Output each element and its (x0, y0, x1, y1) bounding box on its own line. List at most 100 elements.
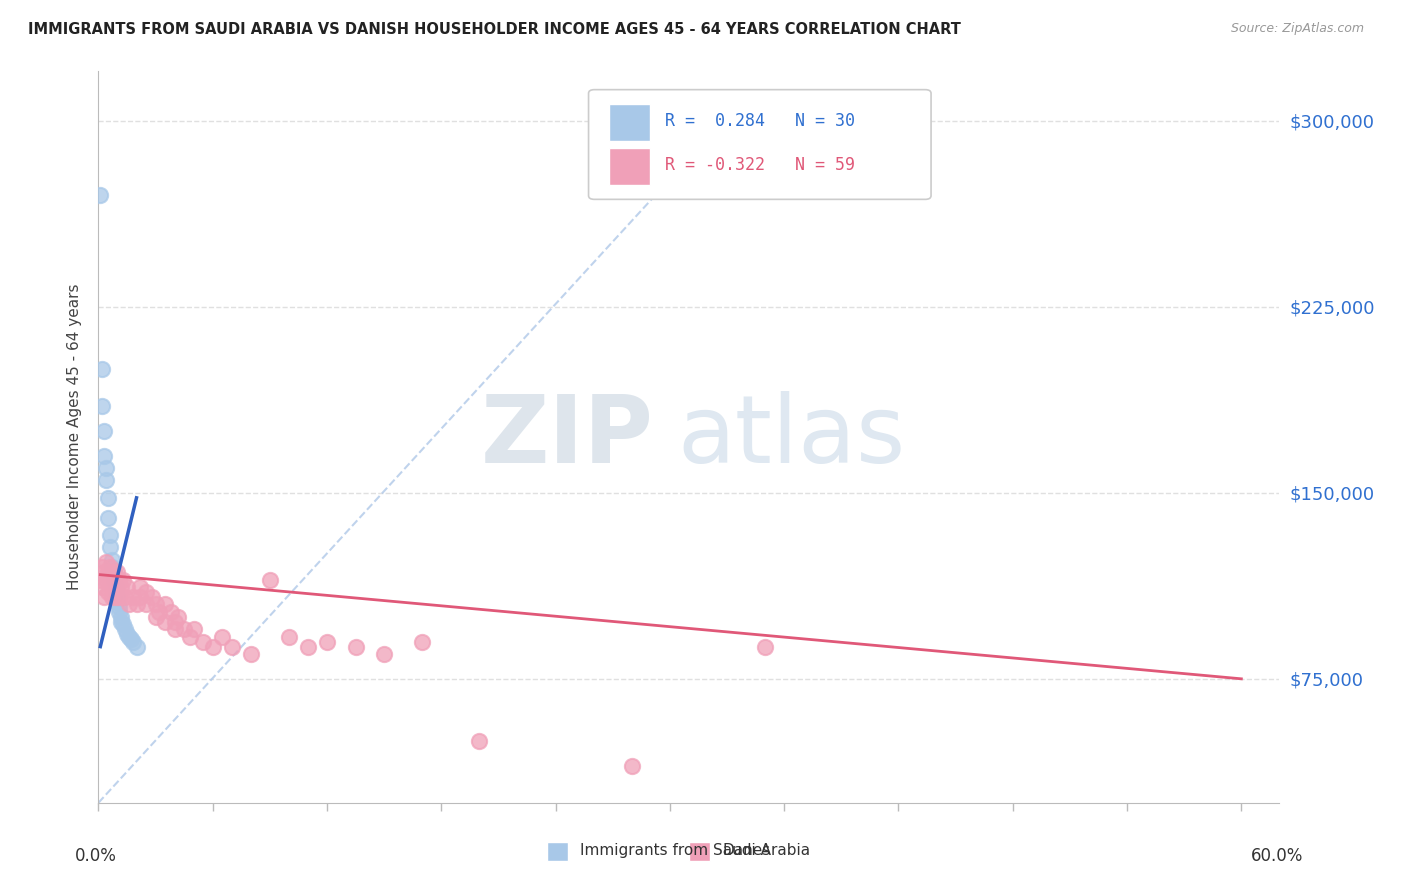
Point (121, 634, 143, 648)
Point (118, 598, 141, 612)
Point (148, 605, 170, 619)
Point (110, 580, 132, 594)
Point (98, 541, 121, 555)
Text: Immigrants from Saudi Arabia: Immigrants from Saudi Arabia (581, 843, 810, 858)
Point (159, 605, 181, 619)
Point (125, 598, 148, 612)
Point (112, 617, 135, 632)
Text: R =  0.284   N = 30: R = 0.284 N = 30 (665, 112, 855, 130)
Point (108, 590, 131, 604)
Point (373, 647, 395, 661)
Point (316, 634, 339, 648)
Point (108, 605, 131, 619)
Point (145, 598, 167, 612)
Point (93, 565, 115, 579)
Point (120, 632, 142, 647)
Point (129, 590, 152, 604)
Point (108, 573, 131, 587)
Point (103, 580, 125, 594)
Y-axis label: Householder Income Ages 45 - 64 years: Householder Income Ages 45 - 64 years (66, 284, 82, 591)
Point (89, 573, 111, 587)
Point (211, 630, 233, 644)
Point (125, 640, 148, 654)
Point (129, 580, 152, 594)
Point (91, 362, 114, 376)
Point (153, 598, 176, 612)
Point (108, 599, 131, 614)
Point (118, 630, 141, 644)
Point (107, 565, 129, 579)
Text: ZIP: ZIP (481, 391, 654, 483)
Point (145, 610, 167, 624)
FancyBboxPatch shape (547, 841, 568, 862)
Point (411, 634, 433, 648)
Point (104, 580, 127, 594)
Point (167, 610, 190, 624)
Point (163, 615, 186, 629)
Text: Danes: Danes (723, 843, 770, 858)
Point (107, 595, 129, 609)
Point (115, 627, 138, 641)
Text: 0.0%: 0.0% (75, 847, 117, 864)
Point (259, 573, 281, 587)
Point (110, 615, 132, 629)
Point (94, 573, 117, 587)
Point (114, 590, 136, 604)
Point (104, 585, 127, 599)
Point (112, 573, 135, 587)
Point (94, 555, 117, 569)
Point (179, 630, 201, 644)
Point (183, 622, 205, 636)
Point (141, 590, 163, 604)
Point (104, 573, 127, 587)
Point (100, 580, 122, 594)
Point (98, 560, 121, 574)
Point (201, 640, 224, 654)
Point (98, 573, 121, 587)
FancyBboxPatch shape (589, 90, 931, 200)
Point (100, 590, 122, 604)
Point (754, 640, 776, 654)
Text: atlas: atlas (678, 391, 905, 483)
FancyBboxPatch shape (609, 104, 650, 141)
Point (93, 590, 115, 604)
Point (98, 528, 121, 542)
Point (620, 758, 643, 772)
Point (135, 585, 157, 599)
Text: R = -0.322   N = 59: R = -0.322 N = 59 (665, 156, 855, 174)
Point (239, 647, 262, 661)
Point (103, 565, 125, 579)
Text: 60.0%: 60.0% (1251, 847, 1303, 864)
Point (100, 553, 122, 567)
Point (91, 399, 114, 413)
Text: IMMIGRANTS FROM SAUDI ARABIA VS DANISH HOUSEHOLDER INCOME AGES 45 - 64 YEARS COR: IMMIGRANTS FROM SAUDI ARABIA VS DANISH H… (28, 22, 960, 37)
Point (115, 580, 138, 594)
FancyBboxPatch shape (689, 841, 710, 862)
Point (97, 491, 120, 505)
Point (193, 634, 215, 648)
Point (97, 565, 120, 579)
Point (91, 580, 114, 594)
Point (94, 461, 117, 475)
Text: Source: ZipAtlas.com: Source: ZipAtlas.com (1230, 22, 1364, 36)
Point (221, 640, 243, 654)
Point (93, 449, 115, 463)
Point (93, 424, 115, 438)
Point (89, 188, 111, 202)
Point (110, 610, 132, 624)
Point (103, 573, 125, 587)
Point (107, 590, 129, 604)
Point (468, 734, 491, 748)
Point (163, 622, 186, 636)
Point (100, 560, 122, 574)
Point (121, 590, 143, 604)
Point (97, 510, 120, 524)
FancyBboxPatch shape (609, 148, 650, 185)
Point (114, 622, 136, 636)
Point (297, 640, 319, 654)
Point (107, 580, 129, 594)
Point (153, 615, 176, 629)
Point (91, 560, 114, 574)
Point (104, 590, 127, 604)
Point (277, 630, 299, 644)
